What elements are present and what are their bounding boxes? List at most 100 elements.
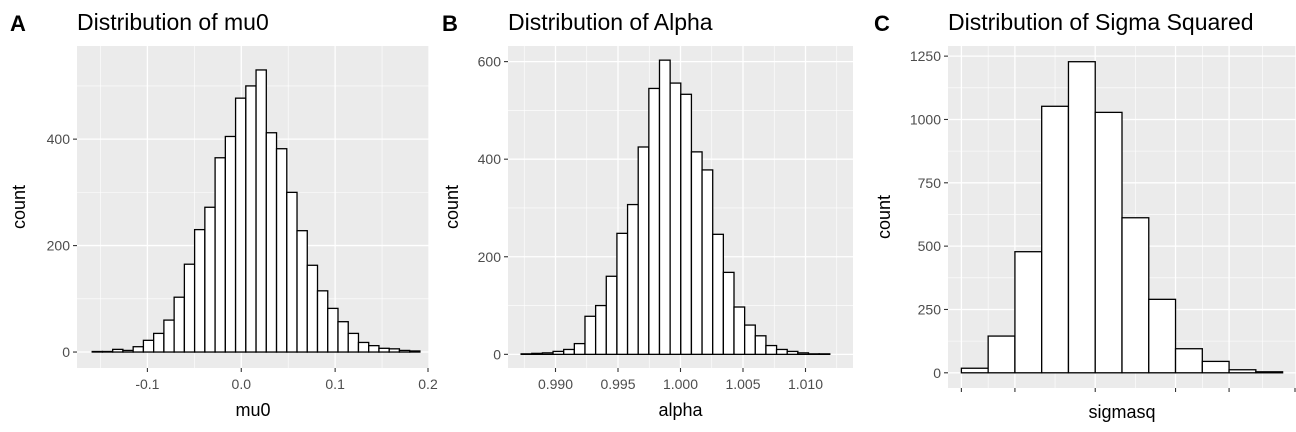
- histogram-bar: [337, 321, 349, 353]
- histogram-bar: [286, 191, 298, 353]
- chart-title: Distribution of Alpha: [508, 9, 713, 35]
- chart-title: Distribution of Sigma Squared: [948, 9, 1254, 35]
- histogram-bar: [1255, 371, 1284, 374]
- histogram-bar: [142, 339, 155, 353]
- histogram-bar: [183, 263, 196, 353]
- histogram-bar: [1174, 348, 1203, 374]
- histogram-bar: [690, 151, 703, 355]
- histogram-bar: [388, 348, 401, 353]
- x-tick-label: 1.000: [663, 376, 698, 392]
- histogram-bar: [531, 352, 544, 355]
- x-axis-label: alpha: [658, 400, 703, 420]
- y-axis-label: count: [9, 185, 29, 229]
- histogram-bar: [316, 290, 329, 353]
- histogram-bar: [347, 332, 360, 353]
- x-tick-label: 0.2: [418, 376, 438, 392]
- histogram-bar: [224, 135, 237, 353]
- histogram-bar: [1041, 105, 1070, 374]
- y-tick-label: 400: [47, 131, 71, 147]
- y-tick-label: 0: [493, 346, 501, 362]
- x-tick-label: 0.0: [232, 376, 252, 392]
- histogram-bar: [357, 341, 370, 353]
- histogram-bar: [296, 230, 308, 353]
- panel-a: 0 200 400 -0.1 0.0 0.1 0.2 mu0 count Distribution…: [9, 9, 438, 420]
- panel-b: 0 200 400 600 0.990 0.995 1.000 1.005 1.010 alpha…: [442, 9, 853, 420]
- y-tick-label: 400: [478, 151, 502, 167]
- histogram-bar: [765, 344, 778, 355]
- histogram-bar: [327, 307, 339, 353]
- y-tick-label: 750: [918, 175, 942, 191]
- y-tick-label: 200: [47, 238, 71, 254]
- histogram-bar: [573, 342, 586, 355]
- x-tick-label: 1.010: [788, 376, 823, 392]
- x-tick-label: -0.1: [135, 376, 159, 392]
- histogram-bar: [1228, 369, 1257, 374]
- histogram-bar: [669, 82, 682, 355]
- histogram-bar: [306, 264, 319, 353]
- histogram-bar: [605, 275, 618, 355]
- histogram-bar: [1094, 111, 1123, 374]
- histogram-bar: [1121, 217, 1150, 374]
- histogram-bar: [722, 271, 735, 355]
- x-axis-label: sigmasq: [1088, 402, 1155, 422]
- histogram-bar: [552, 350, 565, 355]
- x-tick-label: 1.005: [725, 376, 760, 392]
- histogram-bar: [234, 97, 247, 353]
- y-axis-label: count: [874, 195, 894, 239]
- histogram-bar: [775, 348, 788, 355]
- histogram-bar: [255, 69, 267, 353]
- histogram-bar: [193, 228, 206, 353]
- histogram-bar: [378, 347, 390, 353]
- histogram-bar: [112, 348, 124, 353]
- panel-tag: B: [442, 11, 458, 36]
- histogram-bar: [1148, 298, 1177, 374]
- histogram-bar: [1067, 61, 1096, 374]
- histogram-bar: [743, 324, 756, 355]
- histogram-bar: [398, 349, 411, 353]
- histogram-bar: [275, 148, 288, 353]
- histogram-bar: [541, 352, 554, 355]
- y-tick-label: 600: [478, 54, 502, 70]
- histogram-bar: [153, 332, 165, 353]
- histogram-bar: [987, 335, 1016, 374]
- histogram-bar: [797, 352, 810, 355]
- panel-c: 0 250 500 750 1000 1250 sigmasq count Distributi…: [874, 9, 1296, 422]
- x-tick-label: 0.1: [325, 376, 345, 392]
- histogram-bar: [163, 319, 175, 353]
- histogram-bar: [409, 350, 421, 353]
- histogram-bar: [245, 85, 257, 353]
- y-tick-label: 200: [478, 249, 502, 265]
- x-tick-label: 0.990: [538, 376, 573, 392]
- histogram-bar: [91, 350, 104, 353]
- x-axis-label: mu0: [235, 400, 270, 420]
- histogram-bar: [658, 59, 671, 355]
- histogram-bar: [701, 169, 714, 355]
- histogram-bar: [204, 206, 216, 353]
- y-tick-label: 250: [918, 301, 942, 317]
- histogram-bar: [265, 132, 278, 353]
- histogram-bar: [214, 157, 226, 353]
- histogram-bar: [563, 348, 575, 355]
- y-tick-label: 500: [918, 238, 942, 254]
- x-tick-label: 0.995: [600, 376, 635, 392]
- y-tick-label: 1250: [910, 48, 941, 64]
- panel-tag: A: [10, 11, 26, 36]
- histogram-bar: [101, 350, 114, 353]
- histogram-bar: [733, 306, 746, 355]
- histogram-bar: [132, 346, 145, 353]
- histogram-bar: [368, 344, 380, 353]
- histogram-bar: [680, 93, 693, 355]
- y-tick-label: 0: [62, 344, 70, 360]
- y-axis-label: count: [442, 185, 462, 229]
- histogram-bar: [786, 350, 799, 355]
- histogram-bar: [754, 335, 767, 355]
- histogram-bar: [584, 315, 597, 355]
- y-tick-label: 1000: [910, 111, 941, 127]
- histogram-bar: [122, 349, 134, 353]
- histogram-bar: [594, 304, 607, 355]
- histogram-bar: [173, 296, 186, 353]
- histogram-bar: [1201, 360, 1230, 374]
- histogram-bar: [616, 232, 629, 355]
- histogram-bar: [626, 203, 639, 355]
